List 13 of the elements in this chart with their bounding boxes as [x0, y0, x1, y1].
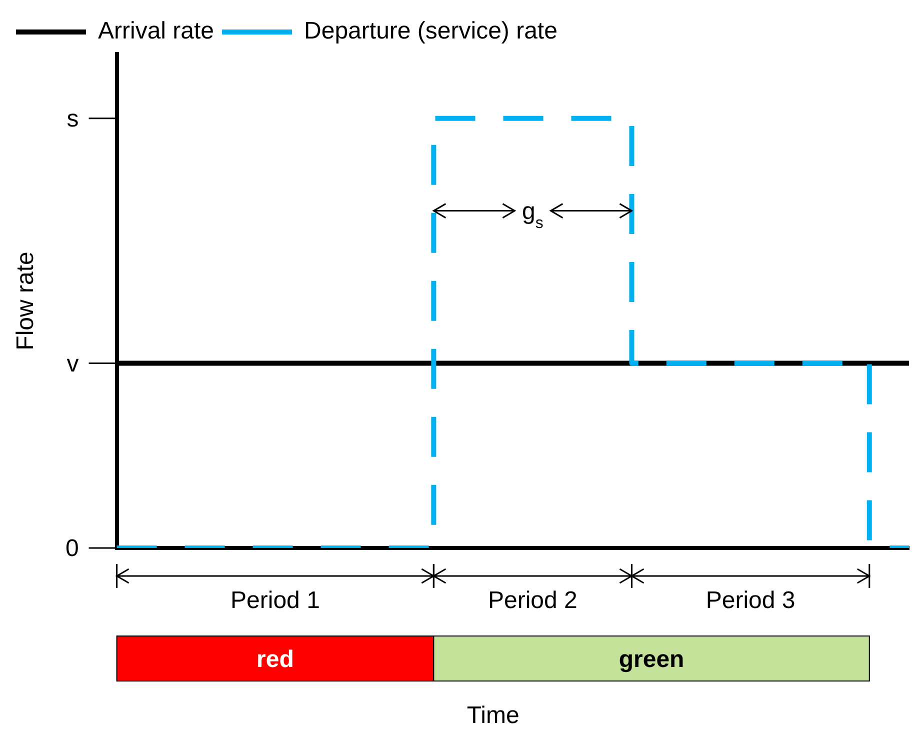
text: Period 1 — [230, 587, 320, 614]
text: v — [66, 350, 79, 378]
text: Period 2 — [488, 587, 578, 614]
legend-label: Arrival rate — [98, 18, 214, 45]
text: green — [618, 646, 684, 673]
legend-label: Departure (service) rate — [304, 18, 558, 45]
text: Time — [466, 702, 520, 729]
text: 0 — [65, 535, 79, 562]
text: red — [256, 646, 294, 673]
text: s — [66, 105, 79, 132]
annotation: g$_{s}$ — [522, 198, 544, 232]
text: Period 3 — [706, 587, 796, 614]
y-axis-title: Flow rate — [12, 252, 40, 350]
